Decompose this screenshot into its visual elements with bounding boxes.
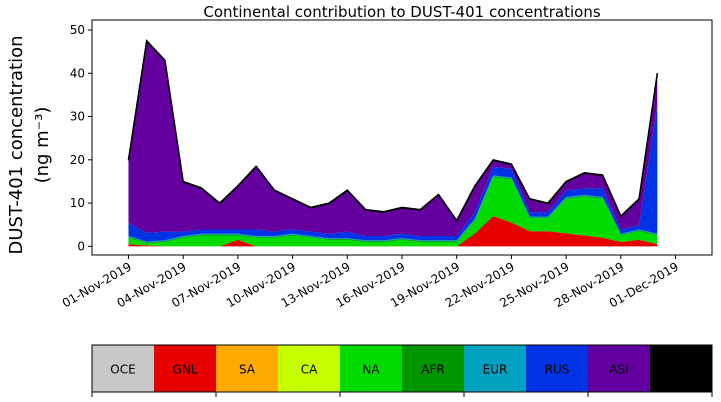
legend-label: OCE xyxy=(110,363,135,377)
area xyxy=(127,39,659,223)
y-tick-label: 20 xyxy=(70,153,85,167)
y-tick-label: 10 xyxy=(70,196,85,210)
legend-label: GNL xyxy=(173,363,198,377)
legend-swatch xyxy=(650,345,712,392)
y-tick-label: 40 xyxy=(70,66,85,80)
legend-swatch xyxy=(402,345,464,392)
y-tick-label: 0 xyxy=(77,239,85,253)
legend-label: SA xyxy=(239,363,256,377)
legend-swatch xyxy=(92,345,154,392)
legend-frame xyxy=(91,344,713,393)
area xyxy=(128,216,658,247)
y-tick-label: 50 xyxy=(70,23,85,37)
legend-swatch xyxy=(154,345,216,392)
legend-label: AFR xyxy=(421,363,444,377)
legend-swatch xyxy=(526,345,588,392)
legend-swatch xyxy=(278,345,340,392)
legend-swatch xyxy=(216,345,278,392)
legend-swatch xyxy=(588,345,650,392)
legend-swatch xyxy=(340,345,402,392)
legend-label: ASI xyxy=(609,363,628,377)
y-tick-label: 30 xyxy=(70,110,85,124)
area xyxy=(128,41,658,236)
legend-label: RUS xyxy=(545,363,570,377)
y-label: DUST-401 concentration (ng m⁻³) xyxy=(6,35,53,254)
legend-swatch xyxy=(464,345,526,392)
legend-label: EUR xyxy=(483,363,508,377)
legend-label: CA xyxy=(301,363,318,377)
chart-title: Continental contribution to DUST-401 con… xyxy=(203,3,600,21)
y-label-line: DUST-401 concentration xyxy=(6,35,27,254)
y-label-line: (ng m⁻³) xyxy=(32,107,53,184)
legend-label: AUS xyxy=(669,363,694,377)
area xyxy=(128,177,658,247)
legend-label: NA xyxy=(362,363,380,377)
